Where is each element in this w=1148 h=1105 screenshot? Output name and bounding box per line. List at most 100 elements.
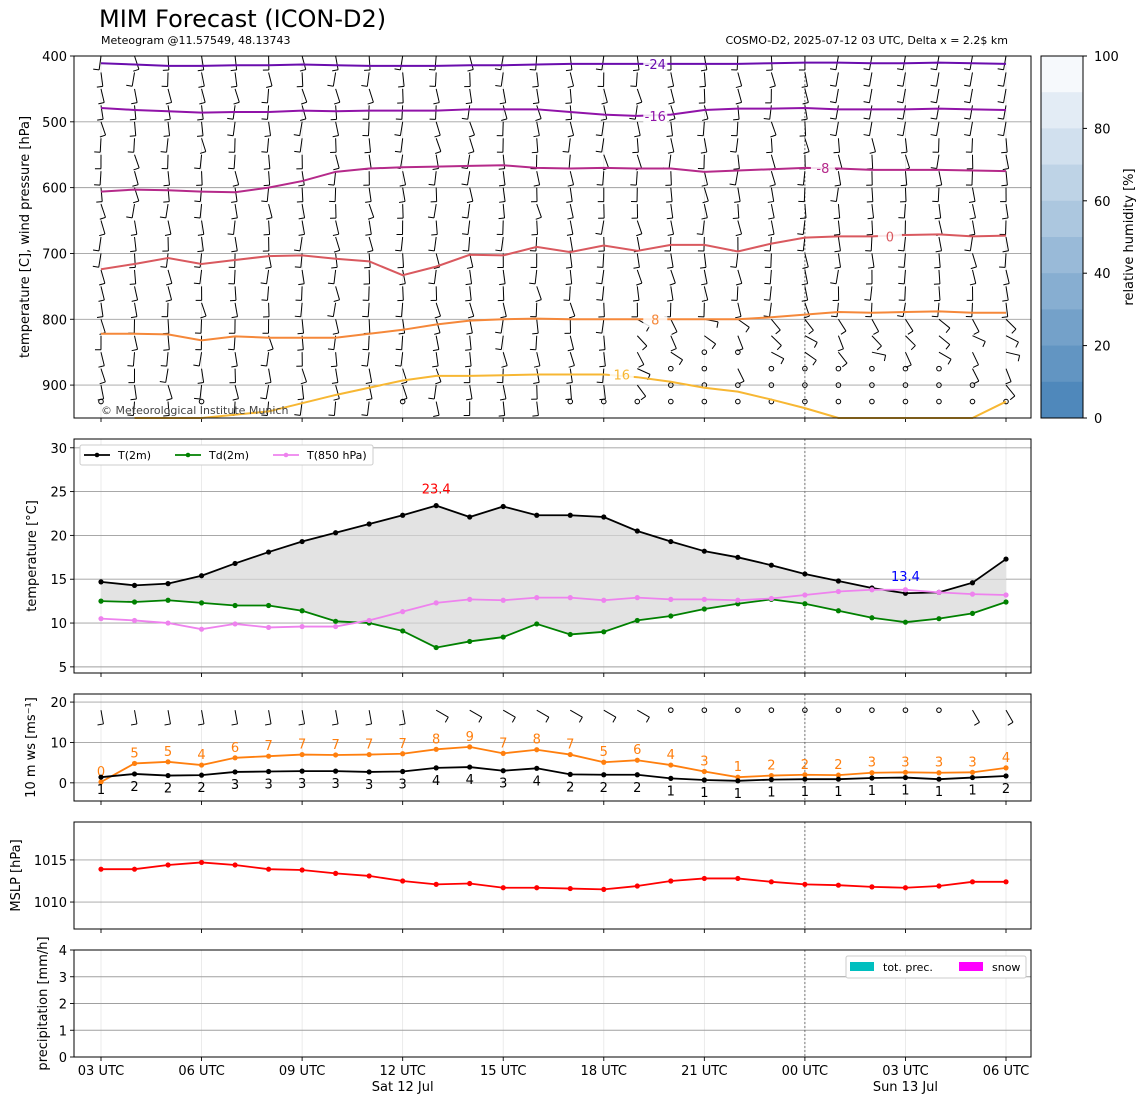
wind-barb-staff <box>234 187 238 202</box>
wind-barb-staff <box>569 220 574 235</box>
wind-barb-feather <box>632 299 640 302</box>
wind-barb-feather <box>780 358 785 365</box>
wind-barb-staff <box>804 335 818 343</box>
wind-barb-staff <box>1004 253 1007 268</box>
wind-barb <box>401 384 408 401</box>
wind-barb-staff <box>871 204 875 219</box>
wind-barb-staff <box>402 171 407 185</box>
wind-barb-feather <box>666 201 673 203</box>
wind-barb <box>332 220 340 237</box>
wind-barb-staff <box>469 88 473 103</box>
wind-barb-feather <box>99 233 106 237</box>
wind-barb-staff <box>201 220 205 235</box>
wind-barb <box>265 710 272 726</box>
wind-barb-staff <box>434 72 437 87</box>
wind-barb <box>193 385 203 400</box>
wind-barb <box>529 335 538 351</box>
data-point <box>265 549 272 555</box>
wind-barb <box>260 352 270 367</box>
wind-value-label: 4 <box>1002 751 1010 766</box>
wind-barb <box>300 368 307 385</box>
wind-value-label: 1 <box>834 785 842 800</box>
wind-barb <box>94 335 102 351</box>
wind-barb-feather <box>194 167 201 170</box>
wind-barb-feather <box>801 118 808 121</box>
data-point <box>433 600 439 606</box>
wind-barb <box>768 203 775 220</box>
wind-barb-feather <box>461 117 468 120</box>
wind-barb <box>564 319 572 334</box>
data-point <box>668 762 674 768</box>
wind-barb <box>332 121 340 138</box>
wind-barb <box>131 88 138 105</box>
wind-barb-staff <box>399 121 404 136</box>
wind-barb-feather <box>997 84 1004 87</box>
wind-barb-staff <box>536 401 539 416</box>
wind-barb-feather <box>533 184 540 187</box>
wind-barb-feather <box>165 101 172 105</box>
wind-barb-staff <box>433 385 437 400</box>
wind-barb-feather <box>945 344 951 350</box>
data-point <box>265 768 272 775</box>
wind-barb-feather <box>197 69 204 72</box>
wind-barb-staff <box>399 154 404 169</box>
wind-barb <box>399 269 406 286</box>
wind-barb-staff <box>502 204 506 219</box>
wind-barb-staff <box>167 121 171 136</box>
wind-barb-staff <box>299 138 303 153</box>
wind-barb-feather <box>863 117 870 120</box>
wind-barb-staff <box>335 319 340 334</box>
wind-barb-staff <box>670 286 674 301</box>
wind-barb <box>501 352 508 368</box>
wind-barb <box>496 220 504 236</box>
wind-barb-feather <box>1005 381 1012 385</box>
wind-barb-feather <box>494 68 501 71</box>
wind-barb <box>630 171 638 186</box>
wind-barb <box>231 204 238 220</box>
wind-barb-staff <box>167 55 170 71</box>
colorbar-frame <box>1040 55 1084 419</box>
data-point <box>98 774 104 780</box>
wind-barb-staff <box>134 236 137 251</box>
wind-barb-staff <box>903 236 906 251</box>
wind-barb-feather <box>947 358 952 365</box>
wind-barb-staff <box>469 72 471 87</box>
wind-barb-feather <box>801 283 808 286</box>
wind-barb-feather <box>435 150 442 154</box>
wind-barb-feather <box>261 151 268 153</box>
wind-barb-staff <box>234 236 238 251</box>
wind-barb-feather <box>612 716 617 723</box>
data-point <box>969 769 976 775</box>
wind-barb <box>327 302 337 318</box>
wind-barb-feather <box>131 299 138 302</box>
wind-barb-staff <box>636 384 647 397</box>
calm-wind-marker <box>902 707 909 713</box>
isotherm-line <box>100 61 1007 67</box>
wind-barb-staff <box>132 352 136 367</box>
series-line <box>100 598 1007 649</box>
wind-barb <box>231 236 238 253</box>
wind-barb-staff <box>332 302 337 317</box>
data-point <box>1003 599 1009 605</box>
wind-barb-staff <box>636 236 641 251</box>
data-point <box>500 597 506 603</box>
wind-barb-staff <box>368 710 373 725</box>
wind-barb-staff <box>233 269 236 284</box>
wind-barb-feather <box>294 150 301 153</box>
data-point <box>902 587 909 593</box>
data-point <box>131 582 138 588</box>
wind-barb-staff <box>804 121 807 136</box>
wind-barb-staff <box>635 171 638 186</box>
wind-barb <box>668 88 675 105</box>
wind-barb <box>568 352 575 368</box>
wind-barb <box>130 710 138 726</box>
wind-barb <box>737 368 745 385</box>
wind-value-label: 2 <box>767 759 775 774</box>
wind-barb <box>499 384 507 401</box>
data-point <box>902 774 909 781</box>
wind-barb <box>496 138 504 153</box>
wind-barb <box>834 236 841 253</box>
wind-barb <box>562 138 571 153</box>
wind-barb-feather <box>427 216 435 219</box>
wind-barb <box>667 220 675 236</box>
